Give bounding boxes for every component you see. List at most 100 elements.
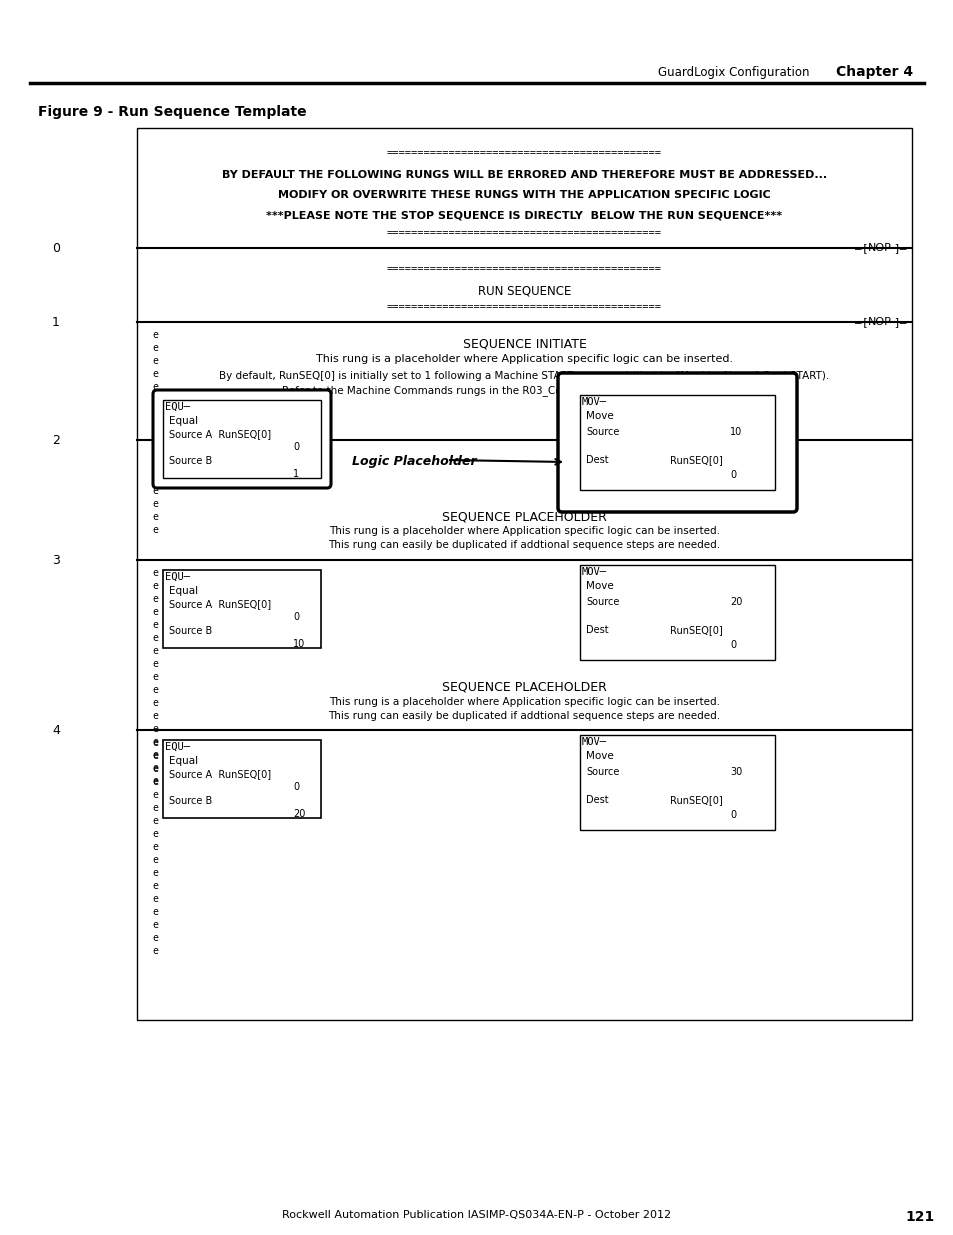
Text: Source A  RunSEQ[0]: Source A RunSEQ[0]	[169, 429, 271, 438]
Text: e: e	[152, 842, 157, 852]
Text: Source B: Source B	[169, 456, 212, 466]
Text: 121: 121	[904, 1210, 933, 1224]
Text: Chapter 4: Chapter 4	[835, 65, 912, 79]
Text: Source B: Source B	[169, 797, 212, 806]
Text: This rung can easily be duplicated if addtional sequence steps are needed.: This rung can easily be duplicated if ad…	[328, 540, 720, 550]
Text: —[: —[	[854, 317, 867, 327]
Text: e: e	[152, 395, 157, 405]
Text: RUN SEQUENCE: RUN SEQUENCE	[477, 284, 571, 296]
Text: Source: Source	[585, 767, 618, 777]
Text: e: e	[152, 920, 157, 930]
Text: 20: 20	[729, 597, 741, 606]
Text: e: e	[152, 698, 157, 708]
Text: MOV─: MOV─	[581, 396, 606, 408]
Text: GuardLogix Configuration: GuardLogix Configuration	[658, 65, 809, 79]
Text: e: e	[152, 777, 157, 787]
Text: ============================================: ========================================…	[387, 228, 661, 238]
Text: e: e	[152, 816, 157, 826]
Text: e: e	[152, 433, 157, 445]
Text: NOP: NOP	[867, 243, 891, 253]
Bar	[579, 564, 774, 659]
Text: 0: 0	[293, 613, 299, 622]
Text: RunSEQ[0]: RunSEQ[0]	[669, 795, 722, 805]
Text: Move: Move	[585, 580, 613, 592]
Text: 3: 3	[52, 553, 60, 567]
Text: e: e	[152, 868, 157, 878]
Text: 1: 1	[293, 469, 299, 479]
Text: Dest: Dest	[585, 454, 608, 466]
Text: Equal: Equal	[169, 585, 198, 597]
Text: EQU─: EQU─	[165, 572, 190, 582]
Text: e: e	[152, 382, 157, 391]
Text: This rung is a placeholder where Application specific logic can be inserted.: This rung is a placeholder where Applica…	[329, 526, 720, 536]
Text: e: e	[152, 487, 157, 496]
Text: e: e	[152, 790, 157, 800]
Text: ============================================: ========================================…	[387, 148, 661, 158]
Text: e: e	[152, 946, 157, 956]
Text: e: e	[152, 634, 157, 643]
Text: 10: 10	[293, 638, 305, 650]
Text: 0: 0	[52, 242, 60, 254]
Text: ]—: ]—	[892, 243, 905, 253]
Text: ============================================: ========================================…	[387, 303, 661, 312]
Text: e: e	[152, 580, 157, 592]
Text: Move: Move	[585, 411, 613, 421]
Text: ]—: ]—	[892, 317, 905, 327]
Text: e: e	[152, 525, 157, 535]
Text: BY DEFAULT THE FOLLOWING RUNGS WILL BE ERRORED AND THEREFORE MUST BE ADDRESSED..: BY DEFAULT THE FOLLOWING RUNGS WILL BE E…	[222, 170, 826, 180]
Text: SEQUENCE PLACEHOLDER: SEQUENCE PLACEHOLDER	[441, 510, 606, 522]
Text: e: e	[152, 894, 157, 904]
Text: EQU─: EQU─	[165, 742, 190, 752]
Text: Equal: Equal	[169, 416, 198, 426]
Text: e: e	[152, 447, 157, 457]
Text: Source B: Source B	[169, 626, 212, 636]
Text: e: e	[152, 459, 157, 471]
Text: Move: Move	[585, 751, 613, 761]
Text: Rockwell Automation Publication IASIMP-QS034A-EN-P - October 2012: Rockwell Automation Publication IASIMP-Q…	[282, 1210, 671, 1220]
Text: e: e	[152, 739, 157, 748]
Text: 0: 0	[729, 640, 736, 650]
Text: Source A  RunSEQ[0]: Source A RunSEQ[0]	[169, 599, 271, 609]
Bar	[163, 400, 320, 478]
Text: ============================================: ========================================…	[387, 264, 661, 274]
Text: 0: 0	[729, 810, 736, 820]
Text: Dest: Dest	[585, 795, 608, 805]
Text: e: e	[152, 763, 157, 773]
Text: 0: 0	[293, 782, 299, 792]
Text: e: e	[152, 659, 157, 669]
Text: RunSEQ[0]: RunSEQ[0]	[669, 454, 722, 466]
Text: 10: 10	[729, 427, 741, 437]
Text: 2: 2	[52, 433, 60, 447]
Text: e: e	[152, 606, 157, 618]
Text: This rung is a placeholder where Application specific logic can be inserted.: This rung is a placeholder where Applica…	[329, 697, 720, 706]
Text: e: e	[152, 369, 157, 379]
Text: e: e	[152, 499, 157, 509]
Text: e: e	[152, 764, 157, 774]
Bar	[163, 571, 320, 648]
Text: 4: 4	[52, 724, 60, 736]
Bar	[579, 735, 774, 830]
FancyBboxPatch shape	[558, 373, 796, 513]
Text: e: e	[152, 330, 157, 340]
Text: RunSEQ[0]: RunSEQ[0]	[669, 625, 722, 635]
Text: e: e	[152, 803, 157, 813]
Text: 1: 1	[52, 315, 60, 329]
Bar	[163, 740, 320, 818]
Text: e: e	[152, 408, 157, 417]
Text: 30: 30	[729, 767, 741, 777]
Text: MODIFY OR OVERWRITE THESE RUNGS WITH THE APPLICATION SPECIFIC LOGIC: MODIFY OR OVERWRITE THESE RUNGS WITH THE…	[278, 190, 770, 200]
Text: SEQUENCE INITIATE: SEQUENCE INITIATE	[462, 337, 586, 350]
Text: e: e	[152, 620, 157, 630]
Text: e: e	[152, 724, 157, 734]
Text: e: e	[152, 711, 157, 721]
Text: e: e	[152, 685, 157, 695]
Text: EQU─: EQU─	[165, 403, 190, 412]
Text: e: e	[152, 646, 157, 656]
Text: e: e	[152, 855, 157, 864]
Text: MOV─: MOV─	[581, 737, 606, 747]
Text: Logic Placeholder: Logic Placeholder	[352, 454, 476, 468]
Text: e: e	[152, 513, 157, 522]
Text: —[: —[	[854, 243, 867, 253]
Text: e: e	[152, 568, 157, 578]
Text: MOV─: MOV─	[581, 567, 606, 577]
